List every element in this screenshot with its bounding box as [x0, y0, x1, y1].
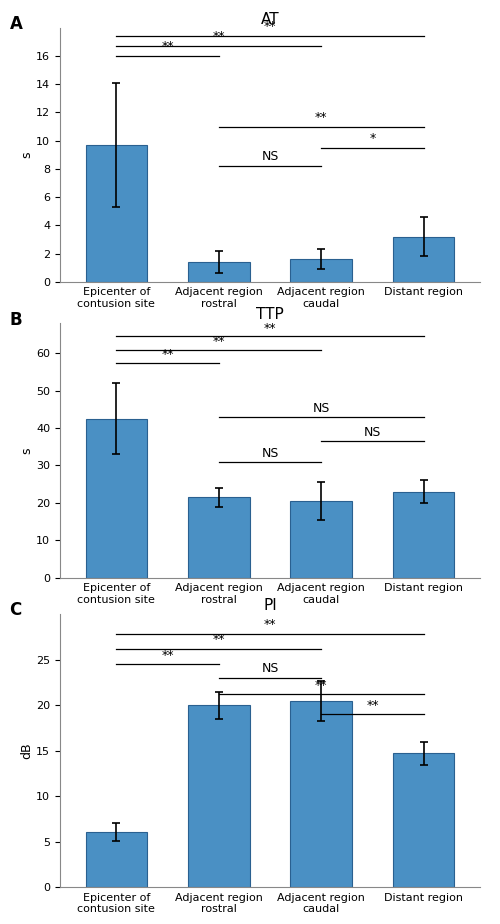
Text: NS: NS [312, 402, 330, 415]
Text: **: ** [162, 347, 174, 360]
Text: NS: NS [262, 151, 278, 164]
Bar [393, 237, 454, 282]
Bar [86, 419, 147, 578]
Bar [290, 260, 352, 282]
Text: **: ** [212, 30, 225, 43]
Text: **: ** [264, 20, 276, 33]
Text: NS: NS [364, 426, 381, 439]
Text: **: ** [315, 111, 328, 124]
Text: A: A [10, 15, 22, 33]
Bar [188, 497, 250, 578]
Text: B: B [10, 310, 22, 329]
Title: PI: PI [263, 599, 277, 614]
Text: NS: NS [262, 447, 278, 460]
Text: **: ** [264, 322, 276, 334]
Text: **: ** [315, 679, 328, 692]
Bar [393, 492, 454, 578]
Title: TTP: TTP [256, 308, 284, 322]
Text: NS: NS [262, 663, 278, 675]
Text: **: ** [212, 633, 225, 646]
Text: **: ** [212, 334, 225, 347]
Y-axis label: dB: dB [20, 743, 34, 759]
Bar [188, 705, 250, 887]
Y-axis label: s: s [20, 152, 34, 158]
Text: **: ** [366, 699, 378, 711]
Bar [86, 145, 147, 282]
Text: C: C [10, 601, 22, 619]
Y-axis label: s: s [20, 447, 34, 454]
Text: *: * [370, 132, 376, 145]
Text: **: ** [264, 618, 276, 631]
Text: **: ** [162, 649, 174, 662]
Bar [393, 753, 454, 887]
Title: AT: AT [260, 12, 280, 27]
Bar [188, 262, 250, 282]
Bar [290, 700, 352, 887]
Text: **: ** [162, 40, 174, 54]
Bar [290, 501, 352, 578]
Bar [86, 832, 147, 887]
